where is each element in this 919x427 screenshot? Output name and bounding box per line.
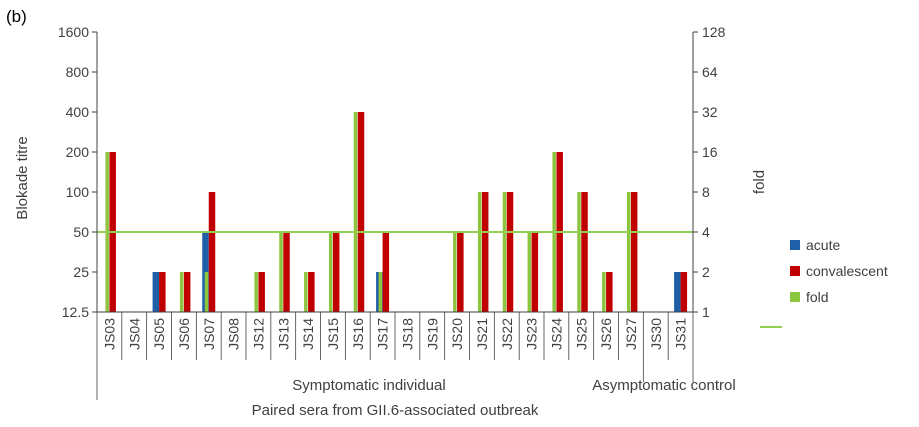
category-label-js19: JS19 (424, 318, 440, 350)
y-left-tick-label: 1600 (58, 24, 89, 40)
bar-convalescent-js12 (258, 272, 265, 312)
y-left-tick-label: 400 (66, 104, 90, 120)
bar-fold-js07 (204, 272, 209, 312)
category-label-js06: JS06 (176, 318, 192, 350)
category-label-js08: JS08 (226, 318, 242, 350)
category-label-js27: JS27 (623, 318, 639, 350)
category-label-js13: JS13 (275, 318, 291, 350)
y-right-tick-label: 16 (702, 144, 718, 160)
bar-fold-js23 (527, 232, 532, 312)
x-axis-title: Paired sera from GII.6-associated outbre… (252, 402, 539, 419)
category-label-js16: JS16 (350, 318, 366, 350)
group-label-asymptomatic: Asymptomatic control (592, 377, 735, 394)
bar-fold-js25 (577, 192, 581, 312)
y-left-tick-label: 12.5 (62, 304, 89, 320)
y-right-tick-label: 128 (702, 24, 726, 40)
bar-fold-js26 (602, 272, 606, 312)
bar-fold-js17 (378, 272, 383, 312)
bar-fold-js13 (279, 232, 283, 312)
category-label-js24: JS24 (548, 318, 564, 350)
y-left-tick-label: 25 (73, 264, 89, 280)
category-label-js31: JS31 (673, 318, 689, 350)
y-left-tick-label: 800 (66, 64, 90, 80)
bar-convalescent-js27 (630, 192, 638, 312)
bar-fold-js16 (353, 112, 358, 312)
bar-fold-js12 (254, 272, 258, 312)
category-label-js03: JS03 (101, 318, 117, 350)
y-left-tick-label: 200 (66, 144, 90, 160)
legend-label-acute: acute (806, 237, 840, 253)
panel-label: (b) (6, 7, 27, 26)
bar-convalescent-js25 (581, 192, 588, 312)
y-right-tick-label: 64 (702, 64, 718, 80)
bar-convalescent-js23 (531, 232, 539, 312)
y-left-tick-label: 50 (73, 224, 89, 240)
category-label-js25: JS25 (573, 318, 589, 350)
bar-convalescent-js07 (208, 192, 216, 312)
bar-convalescent-js31 (680, 272, 688, 312)
bar-convalescent-js13 (283, 232, 290, 312)
bar-convalescent-js15 (332, 232, 340, 312)
bar-fold-js06 (179, 272, 184, 312)
category-label-js18: JS18 (399, 318, 415, 350)
bar-convalescent-js26 (606, 272, 613, 312)
bar-fold-js27 (626, 192, 631, 312)
y-axis-left-title: Blokade titre (14, 136, 31, 219)
y-left-tick-label: 100 (66, 184, 90, 200)
category-label-js30: JS30 (648, 318, 664, 350)
bar-convalescent-js16 (357, 112, 365, 312)
category-label-js26: JS26 (598, 318, 614, 350)
category-label-js12: JS12 (250, 318, 266, 350)
y-right-tick-label: 4 (702, 224, 710, 240)
bar-convalescent-js20 (457, 232, 464, 312)
category-label-js05: JS05 (151, 318, 167, 350)
bar-convalescent-js17 (382, 232, 390, 312)
bar-fold-js14 (304, 272, 308, 312)
category-label-js07: JS07 (201, 318, 217, 350)
legend: acute convalescent fold (760, 237, 888, 328)
legend-swatch-acute (790, 240, 800, 250)
bar-fold-js21 (477, 192, 482, 312)
group-label-symptomatic: Symptomatic individual (292, 377, 445, 394)
y-right-tick-label: 1 (702, 304, 710, 320)
y-right-tick-label: 8 (702, 184, 710, 200)
bar-fold-js22 (502, 192, 507, 312)
bar-convalescent-js05 (159, 272, 166, 312)
category-label-js14: JS14 (300, 318, 316, 350)
category-label-js23: JS23 (524, 318, 540, 350)
bar-fold-js15 (328, 232, 333, 312)
category-label-js21: JS21 (474, 318, 490, 350)
legend-label-fold: fold (806, 289, 829, 305)
category-label-js15: JS15 (325, 318, 341, 350)
category-label-js22: JS22 (499, 318, 515, 350)
y-right-tick-label: 32 (702, 104, 718, 120)
bar-fold-js20 (453, 232, 457, 312)
bar-acute-js31 (674, 272, 681, 312)
bar-convalescent-js06 (183, 272, 191, 312)
bar-acute-js05 (152, 272, 160, 312)
legend-swatch-convalescent (790, 266, 800, 276)
category-label-js20: JS20 (449, 318, 465, 350)
bar-convalescent-js14 (308, 272, 315, 312)
legend-swatch-fold (790, 292, 800, 302)
y-right-tick-label: 2 (702, 264, 710, 280)
bar-convalescent-js21 (481, 192, 489, 312)
bar-convalescent-js22 (506, 192, 514, 312)
category-label-js17: JS17 (375, 318, 391, 350)
legend-label-convalescent: convalescent (806, 263, 888, 279)
y-axis-right-title: fold (751, 170, 768, 194)
category-label-js04: JS04 (126, 318, 142, 350)
